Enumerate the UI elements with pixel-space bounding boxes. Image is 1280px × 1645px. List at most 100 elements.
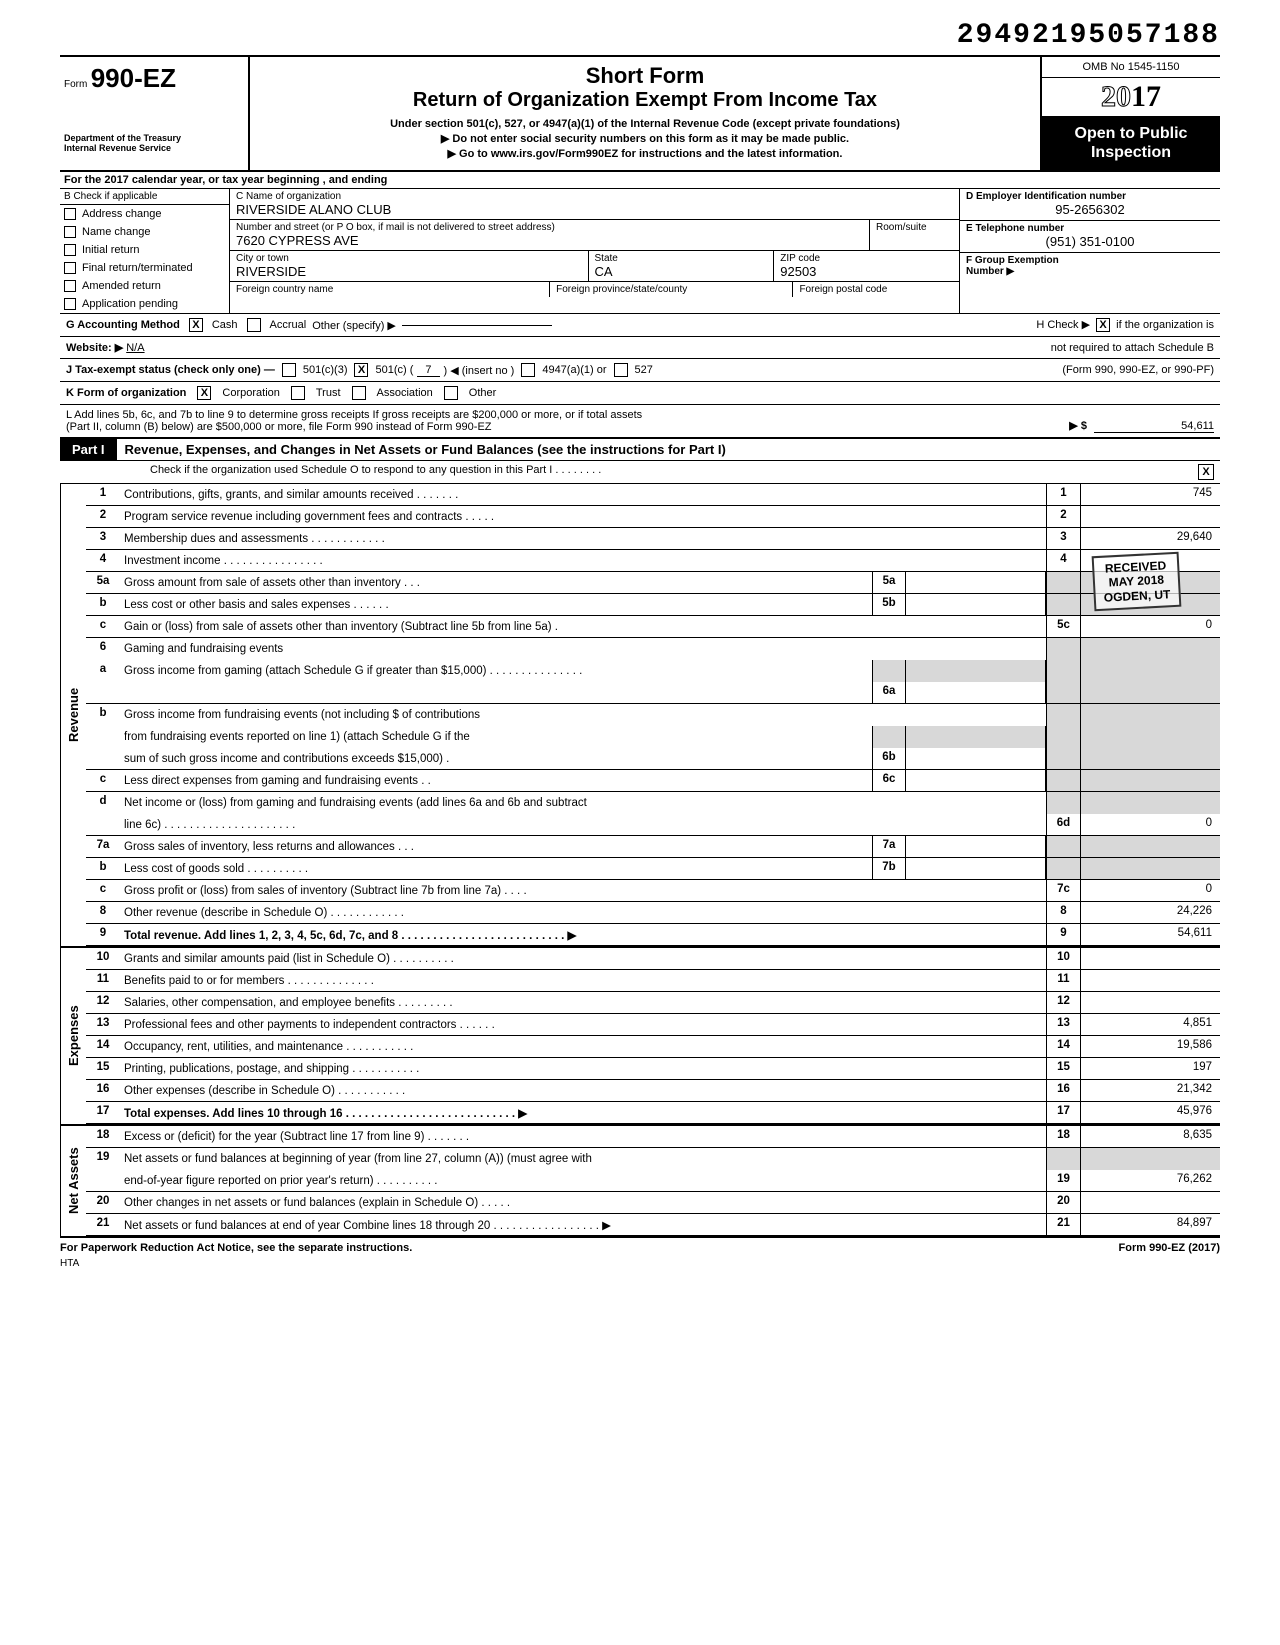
checkbox-501c[interactable]: X	[354, 363, 368, 377]
line-desc: Gross profit or (loss) from sales of inv…	[120, 880, 1046, 901]
form-number: 990-EZ	[91, 63, 176, 93]
line-num: 12	[86, 992, 120, 1013]
checkbox-address-change[interactable]	[64, 208, 76, 220]
col-num: 10	[1046, 948, 1080, 969]
line-num: 15	[86, 1058, 120, 1079]
mid-val	[906, 748, 1046, 769]
line-desc: Gross income from gaming (attach Schedul…	[120, 660, 872, 682]
label-501c: 501(c) (	[375, 364, 413, 376]
fz-label: Foreign postal code	[799, 284, 953, 295]
checkbox-schedule-o[interactable]: X	[1198, 464, 1214, 480]
line-desc: Less cost or other basis and sales expen…	[120, 594, 872, 615]
line-num: 5a	[86, 572, 120, 593]
form-prefix: Form	[64, 79, 87, 90]
checkbox-schedule-b[interactable]: X	[1096, 318, 1110, 332]
line-desc: Gaming and fundraising events	[120, 638, 1046, 660]
col-shaded	[1080, 1148, 1220, 1170]
col-val: 21,342	[1080, 1080, 1220, 1101]
checkbox-association[interactable]	[352, 386, 366, 400]
col-val: 8,635	[1080, 1126, 1220, 1147]
mid-val	[906, 836, 1046, 857]
checkbox-app-pending[interactable]	[64, 298, 76, 310]
col-num: 15	[1046, 1058, 1080, 1079]
checkbox-initial-return[interactable]	[64, 244, 76, 256]
line-num	[86, 748, 120, 769]
dept-irs: Internal Revenue Service	[64, 144, 244, 154]
line-desc: Gross income from fundraising events (no…	[120, 704, 1046, 726]
line-desc	[120, 682, 872, 703]
checkbox-cash[interactable]: X	[189, 318, 203, 332]
col-num: 20	[1046, 1192, 1080, 1213]
row-j: J Tax-exempt status (check only one) — 5…	[60, 359, 1220, 382]
label-name-change: Name change	[82, 226, 151, 238]
col-shaded	[1046, 792, 1080, 814]
checkbox-final-return[interactable]	[64, 262, 76, 274]
checkbox-4947[interactable]	[521, 363, 535, 377]
grp-label: F Group Exemption	[966, 255, 1214, 266]
line-num: 3	[86, 528, 120, 549]
checkbox-name-change[interactable]	[64, 226, 76, 238]
fp-label: Foreign province/state/county	[556, 284, 786, 295]
line-num: 7a	[86, 836, 120, 857]
col-num: 1	[1046, 484, 1080, 505]
col-num: 7c	[1046, 880, 1080, 901]
col-shaded	[1046, 726, 1080, 748]
line-desc: Other revenue (describe in Schedule O) .…	[120, 902, 1046, 923]
zip-label: ZIP code	[780, 253, 953, 264]
checkbox-corporation[interactable]: X	[197, 386, 211, 400]
col-shaded	[1080, 858, 1220, 879]
ein-label: D Employer Identification number	[966, 191, 1214, 202]
col-num: 5c	[1046, 616, 1080, 637]
col-num: 17	[1046, 1102, 1080, 1123]
expenses-section: Expenses 10Grants and similar amounts pa…	[60, 948, 1220, 1126]
line-desc: Total revenue. Add lines 1, 2, 3, 4, 5c,…	[120, 924, 1046, 945]
tel-label: E Telephone number	[966, 223, 1214, 234]
other-specify-field[interactable]	[402, 325, 552, 326]
line-desc: Less direct expenses from gaming and fun…	[120, 770, 872, 791]
col-val: 745	[1080, 484, 1220, 505]
section-b-c-d: B Check if applicable Address change Nam…	[60, 189, 1220, 314]
tax-year: 2017	[1042, 78, 1220, 116]
line-a-text: For the 2017 calendar year, or tax year …	[64, 174, 1216, 186]
label-address-change: Address change	[82, 208, 162, 220]
col-shaded	[1046, 660, 1080, 682]
mid-val	[906, 594, 1046, 615]
col-shaded	[1046, 594, 1080, 615]
col-shaded	[1046, 770, 1080, 791]
checkbox-other-org[interactable]	[444, 386, 458, 400]
line-num: 19	[86, 1148, 120, 1170]
stamp-line3: OGDEN, UT	[1104, 587, 1171, 605]
checkbox-trust[interactable]	[291, 386, 305, 400]
line-desc: Investment income . . . . . . . . . . . …	[120, 550, 1046, 571]
col-val: 19,586	[1080, 1036, 1220, 1057]
checkbox-501c3[interactable]	[282, 363, 296, 377]
line-num: b	[86, 704, 120, 726]
street-label: Number and street (or P O box, if mail i…	[236, 222, 863, 233]
form-header: Form 990-EZ Department of the Treasury I…	[60, 55, 1220, 172]
label-final-return: Final return/terminated	[82, 262, 193, 274]
col-shaded	[1046, 638, 1080, 660]
label-association: Association	[377, 387, 433, 399]
line-desc: Membership dues and assessments . . . . …	[120, 528, 1046, 549]
line-num: a	[86, 660, 120, 682]
part-1-title: Revenue, Expenses, and Changes in Net As…	[117, 442, 1220, 457]
col-val	[1080, 948, 1220, 969]
line-num: 20	[86, 1192, 120, 1213]
header-center: Short Form Return of Organization Exempt…	[250, 57, 1040, 170]
col-num: 13	[1046, 1014, 1080, 1035]
checkbox-amended[interactable]	[64, 280, 76, 292]
col-val: 197	[1080, 1058, 1220, 1079]
col-val: 45,976	[1080, 1102, 1220, 1123]
checkbox-527[interactable]	[614, 363, 628, 377]
label-4947: 4947(a)(1) or	[542, 364, 606, 376]
col-val: 54,611	[1080, 924, 1220, 945]
checkbox-accrual[interactable]	[247, 318, 261, 332]
col-b-heading: B Check if applicable	[60, 189, 229, 205]
subtitle-ssn: ▶ Do not enter social security numbers o…	[260, 132, 1030, 145]
line-num: c	[86, 880, 120, 901]
col-val	[1080, 1192, 1220, 1213]
mid-val	[906, 770, 1046, 791]
line-num: 9	[86, 924, 120, 945]
col-val: 84,897	[1080, 1214, 1220, 1235]
line-num	[86, 814, 120, 835]
